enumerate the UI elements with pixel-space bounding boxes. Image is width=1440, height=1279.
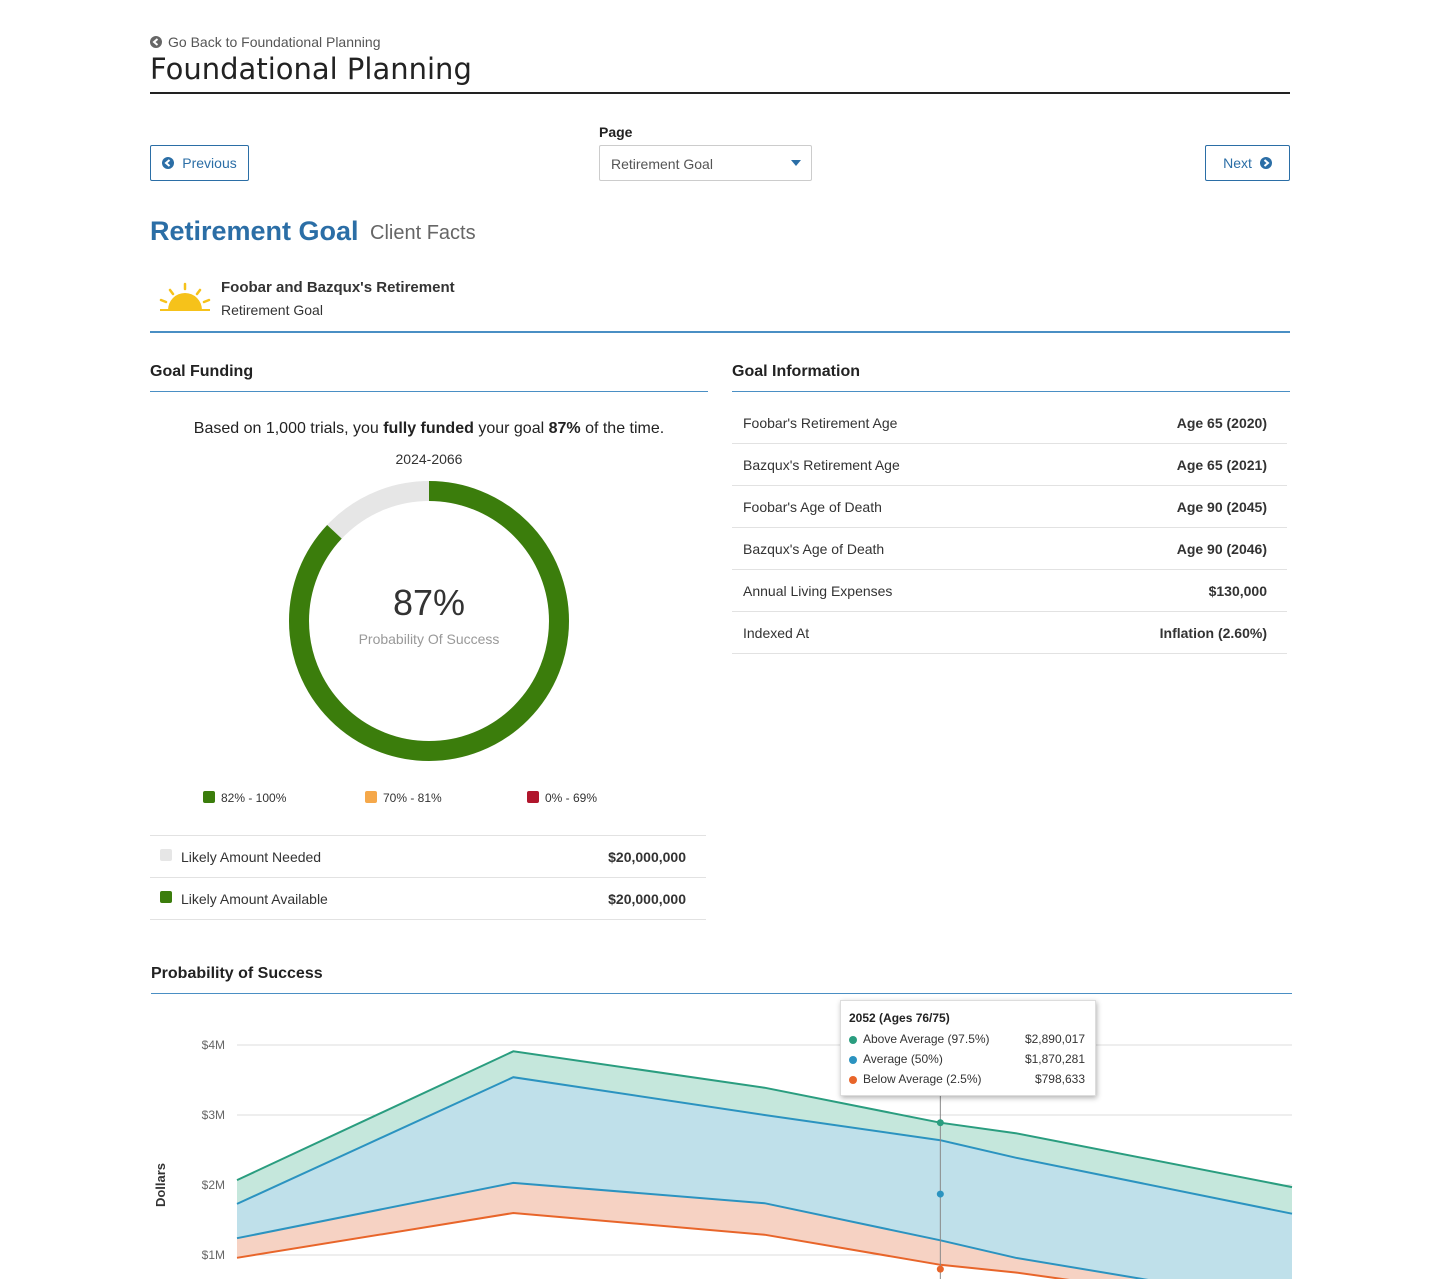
tooltip-point bbox=[936, 1265, 944, 1273]
info-row: Bazqux's Age of Death Age 90 (2046) bbox=[732, 528, 1287, 570]
info-row: Indexed At Inflation (2.60%) bbox=[732, 612, 1287, 654]
page-select-value: Retirement Goal bbox=[611, 156, 713, 172]
page-title: Foundational Planning bbox=[150, 52, 472, 86]
legend-label: 0% - 69% bbox=[545, 791, 598, 805]
summary-bold: 87% bbox=[548, 420, 581, 437]
series-line bbox=[236, 1050, 1293, 1189]
row-value: Age 65 (2021) bbox=[1176, 457, 1267, 473]
y-tick-label: $1M bbox=[202, 1248, 225, 1262]
info-row: Annual Living Expenses $130,000 bbox=[732, 570, 1287, 612]
y-tick-label: $2M bbox=[202, 1178, 225, 1192]
funding-row: Likely Amount Needed $20,000,000 bbox=[150, 836, 706, 878]
tooltip-value: $1,870,281 bbox=[1024, 1052, 1085, 1066]
tooltip-value: $798,633 bbox=[1034, 1072, 1085, 1086]
sun-icon bbox=[159, 282, 211, 311]
donut-label: Probability Of Success bbox=[359, 631, 500, 647]
legend-label: 82% - 100% bbox=[221, 791, 287, 805]
next-button[interactable]: Next bbox=[1205, 145, 1290, 181]
tooltip-point bbox=[936, 1190, 944, 1198]
select-caret bbox=[791, 160, 801, 166]
tooltip-dot bbox=[849, 1056, 857, 1064]
row-value: $130,000 bbox=[1208, 583, 1267, 599]
tooltip-name: Above Average (97.5%) bbox=[863, 1032, 990, 1046]
next-icon bbox=[1259, 157, 1272, 169]
previous-icon bbox=[162, 157, 175, 169]
heading-rule bbox=[150, 391, 708, 392]
tooltip-value: $2,890,017 bbox=[1024, 1032, 1085, 1046]
goal-funding-heading: Goal Funding bbox=[150, 363, 254, 380]
legend-swatch bbox=[527, 791, 539, 803]
row-value: Age 65 (2020) bbox=[1176, 415, 1267, 431]
row-label: Foobar's Retirement Age bbox=[743, 415, 898, 431]
back-link[interactable]: Go Back to Foundational Planning bbox=[168, 34, 381, 50]
band bbox=[237, 1077, 1292, 1279]
info-row: Bazqux's Retirement Age Age 65 (2021) bbox=[732, 444, 1287, 486]
funding-table: Likely Amount Needed $20,000,000 Likely Am… bbox=[150, 835, 706, 920]
row-label: Foobar's Age of Death bbox=[743, 499, 882, 515]
tooltip-name: Below Average (2.5%) bbox=[863, 1072, 982, 1086]
series-line bbox=[236, 1076, 1293, 1215]
row-value: Age 90 (2045) bbox=[1176, 499, 1267, 515]
section-title: Retirement Goal bbox=[150, 216, 359, 246]
legend-label: 70% - 81% bbox=[383, 791, 442, 805]
donut-legend: 82% - 100% 70% - 81% 0% - 69% bbox=[150, 790, 708, 806]
previous-label: Previous bbox=[182, 155, 237, 171]
tooltip: 2052 (Ages 76/75) Above Average (97.5%) $… bbox=[840, 1000, 1096, 1096]
row-swatch bbox=[160, 849, 172, 861]
row-value: Age 90 (2046) bbox=[1176, 541, 1267, 557]
row-label: Bazqux's Retirement Age bbox=[743, 457, 900, 473]
heading-rule bbox=[151, 993, 1292, 994]
y-tick-label: $3M bbox=[202, 1108, 225, 1122]
heading-rule bbox=[732, 391, 1290, 392]
funding-summary: Based on 1,000 trials, you fully funded … bbox=[150, 420, 708, 438]
summary-text: Based on 1,000 trials, you bbox=[193, 420, 384, 437]
row-label: Annual Living Expenses bbox=[743, 583, 893, 599]
page-select[interactable]: Retirement Goal bbox=[599, 145, 812, 181]
info-row: Foobar's Retirement Age Age 65 (2020) bbox=[732, 402, 1287, 444]
series-line bbox=[236, 1181, 1149, 1279]
previous-button[interactable]: Previous bbox=[150, 145, 249, 181]
band bbox=[237, 1182, 1143, 1279]
back-icon bbox=[150, 36, 162, 48]
section-subtitle: Client Facts bbox=[370, 222, 476, 244]
next-label: Next bbox=[1223, 155, 1252, 171]
area-chart: $1M $2M $3M $4M Dollars bbox=[153, 1038, 1293, 1279]
row-label: Likely Amount Available bbox=[181, 891, 328, 907]
tooltip-dot bbox=[849, 1076, 857, 1084]
funding-row: Likely Amount Available $20,000,000 bbox=[150, 878, 706, 920]
donut-chart: 87% Probability Of Success bbox=[289, 481, 569, 761]
pos-heading: Probability of Success bbox=[151, 965, 323, 982]
row-label: Likely Amount Needed bbox=[181, 849, 322, 865]
summary-bold: fully funded bbox=[383, 420, 474, 437]
goal-rule bbox=[150, 331, 1290, 333]
page-label: Page bbox=[599, 124, 633, 140]
row-value: $20,000,000 bbox=[608, 891, 686, 907]
row-label: Bazqux's Age of Death bbox=[743, 541, 885, 557]
funding-period: 2024-2066 bbox=[395, 451, 463, 467]
row-swatch bbox=[160, 891, 172, 903]
tooltip-title: 2052 (Ages 76/75) bbox=[849, 1011, 950, 1025]
y-tick-label: $4M bbox=[202, 1038, 225, 1052]
goal-type: Retirement Goal bbox=[221, 302, 323, 318]
legend-swatch bbox=[365, 791, 377, 803]
donut-arc bbox=[289, 481, 569, 761]
tooltip-point bbox=[936, 1119, 944, 1127]
row-value: $20,000,000 bbox=[608, 849, 686, 865]
info-row: Foobar's Age of Death Age 90 (2045) bbox=[732, 486, 1287, 528]
title-rule bbox=[150, 92, 1290, 94]
legend-swatch bbox=[203, 791, 215, 803]
goal-info-table: Foobar's Retirement Age Age 65 (2020) Bazq… bbox=[732, 402, 1287, 654]
summary-text: your goal bbox=[473, 420, 549, 437]
summary-text: of the time. bbox=[580, 420, 665, 437]
row-value: Inflation (2.60%) bbox=[1159, 625, 1267, 641]
row-label: Indexed At bbox=[743, 625, 810, 641]
goal-name: Foobar and Bazqux's Retirement bbox=[221, 279, 455, 296]
tooltip-name: Average (50%) bbox=[863, 1052, 943, 1066]
y-axis-label: Dollars bbox=[153, 1163, 168, 1207]
tooltip-dot bbox=[849, 1036, 857, 1044]
donut-value: 87% bbox=[393, 582, 465, 623]
goal-info-heading: Goal Information bbox=[732, 363, 860, 380]
